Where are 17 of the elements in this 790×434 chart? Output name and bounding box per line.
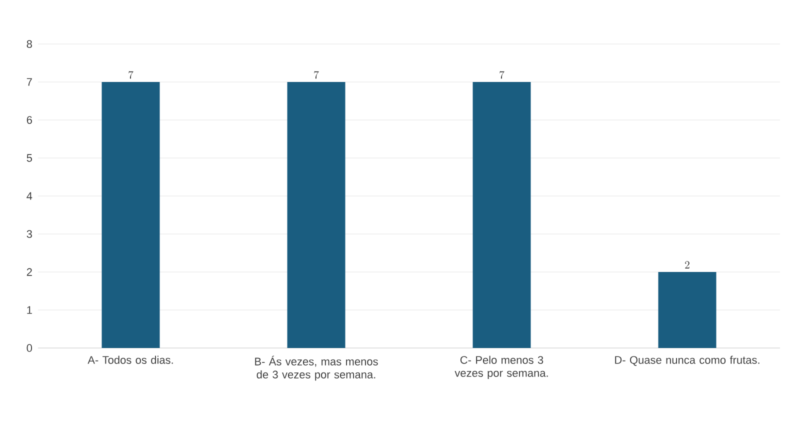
y-tick-label: 2 bbox=[26, 268, 32, 276]
x-tick-label: B- Ás vezes, mas menos de 3 vezes por semana. bbox=[255, 356, 378, 381]
x-tick-label: A- Todos os dias. bbox=[88, 356, 173, 364]
x-tick-label: C- Pelo menos 3 vezes por semana. bbox=[454, 356, 548, 380]
x-tick-label: D- Quase nunca como frutas. bbox=[615, 356, 760, 366]
data-label: 7 bbox=[500, 71, 504, 79]
y-tick-label: 6 bbox=[26, 116, 32, 124]
data-label: 2 bbox=[685, 261, 690, 268]
y-tick-label: 1 bbox=[27, 306, 32, 314]
y-tick-label: 8 bbox=[26, 40, 32, 48]
y-tick-label: 4 bbox=[26, 192, 32, 200]
y-tick-label: 7 bbox=[26, 78, 32, 86]
y-tick-label: 5 bbox=[26, 154, 32, 162]
y-tick-label: 0 bbox=[26, 344, 32, 352]
data-label: 7 bbox=[314, 71, 319, 79]
y-tick-label: 3 bbox=[26, 230, 32, 238]
data-label: 7 bbox=[128, 71, 134, 79]
